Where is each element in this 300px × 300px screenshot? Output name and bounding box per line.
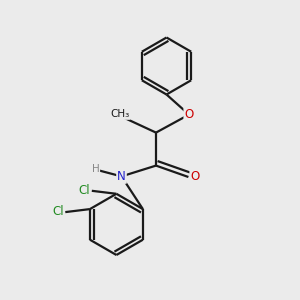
- Text: O: O: [184, 108, 194, 121]
- Text: Cl: Cl: [52, 205, 64, 218]
- Text: H: H: [92, 164, 99, 175]
- Text: O: O: [190, 170, 200, 184]
- Text: Cl: Cl: [79, 184, 90, 197]
- Text: CH₃: CH₃: [110, 109, 130, 119]
- Text: N: N: [117, 170, 126, 183]
